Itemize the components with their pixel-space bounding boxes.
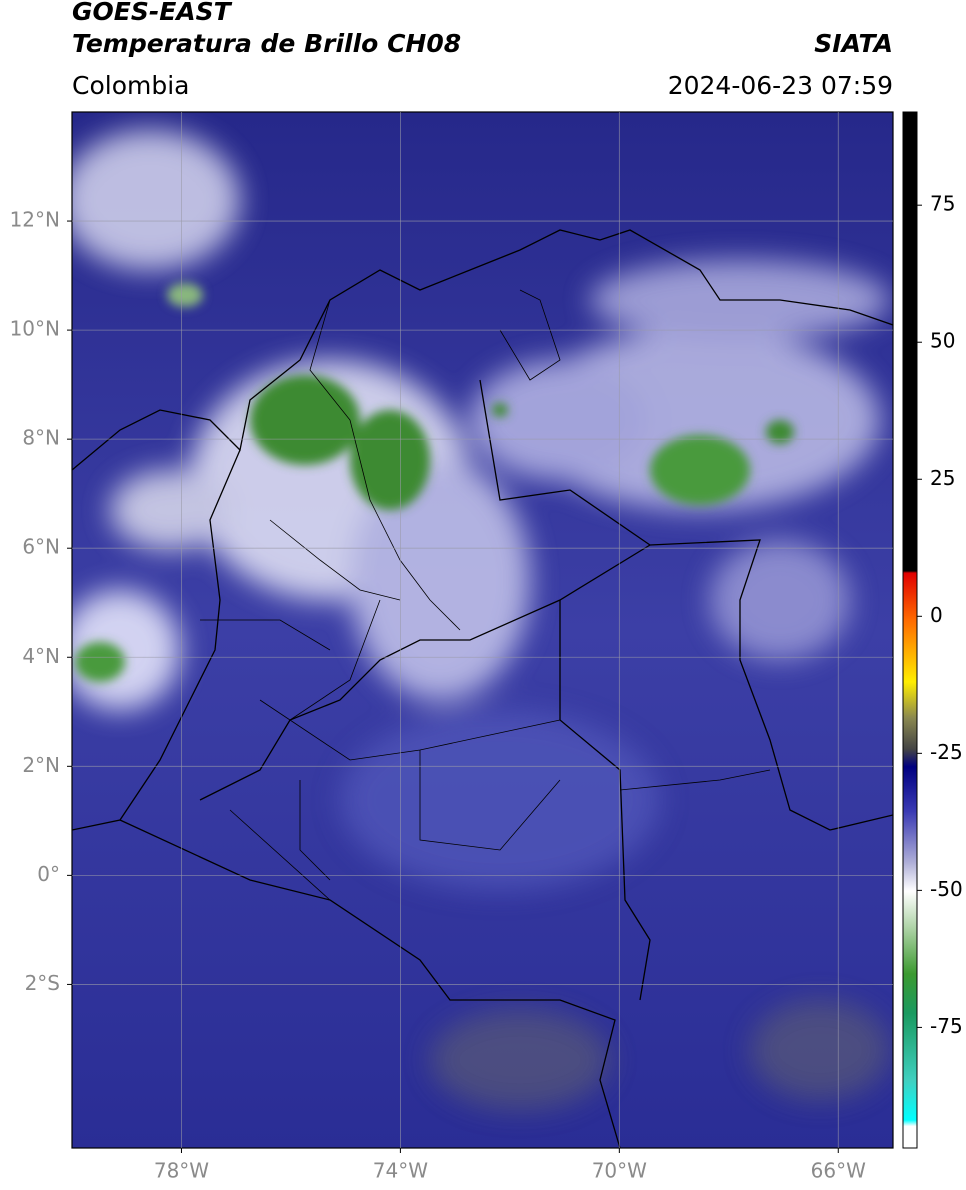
colorbar-label: 50 xyxy=(930,329,955,353)
x-tick-label: 66°W xyxy=(811,1159,866,1183)
y-tick-label: 12°N xyxy=(10,208,60,232)
datetime: 2024-06-23 07:59 xyxy=(668,71,893,100)
y-tick-label: 8°N xyxy=(22,426,60,450)
y-tick-label: 0° xyxy=(37,862,60,886)
satellite-image xyxy=(72,112,893,1148)
axes: 78°W 74°W 70°W 66°W 12°N 10°N 8°N 6°N 4°N 2°N 0° 2°… xyxy=(10,112,963,1183)
source: SIATA xyxy=(814,29,893,58)
x-tick-label: 70°W xyxy=(592,1159,647,1183)
colorbar-label: 75 xyxy=(930,192,955,216)
colorbar xyxy=(902,111,918,1149)
y-tick-label: 2°S xyxy=(25,971,60,995)
colorbar-label: -50 xyxy=(930,877,963,901)
product: Temperatura de Brillo CH08 xyxy=(72,29,461,58)
colorbar-label: -25 xyxy=(930,740,963,764)
map-frame xyxy=(71,111,894,1149)
x-tick-label: 78°W xyxy=(154,1159,209,1183)
colorbar-label: 0 xyxy=(930,603,943,627)
colorbar-label: 25 xyxy=(930,466,955,490)
colorbar-label: -75 xyxy=(930,1014,963,1038)
y-tick-label: 4°N xyxy=(22,644,60,668)
satellite: GOES-EAST xyxy=(72,0,233,26)
y-tick-label: 2°N xyxy=(22,753,60,777)
region: Colombia xyxy=(72,71,189,100)
y-tick-label: 6°N xyxy=(22,535,60,559)
y-tick-label: 10°N xyxy=(10,317,60,341)
x-tick-label: 74°W xyxy=(373,1159,428,1183)
